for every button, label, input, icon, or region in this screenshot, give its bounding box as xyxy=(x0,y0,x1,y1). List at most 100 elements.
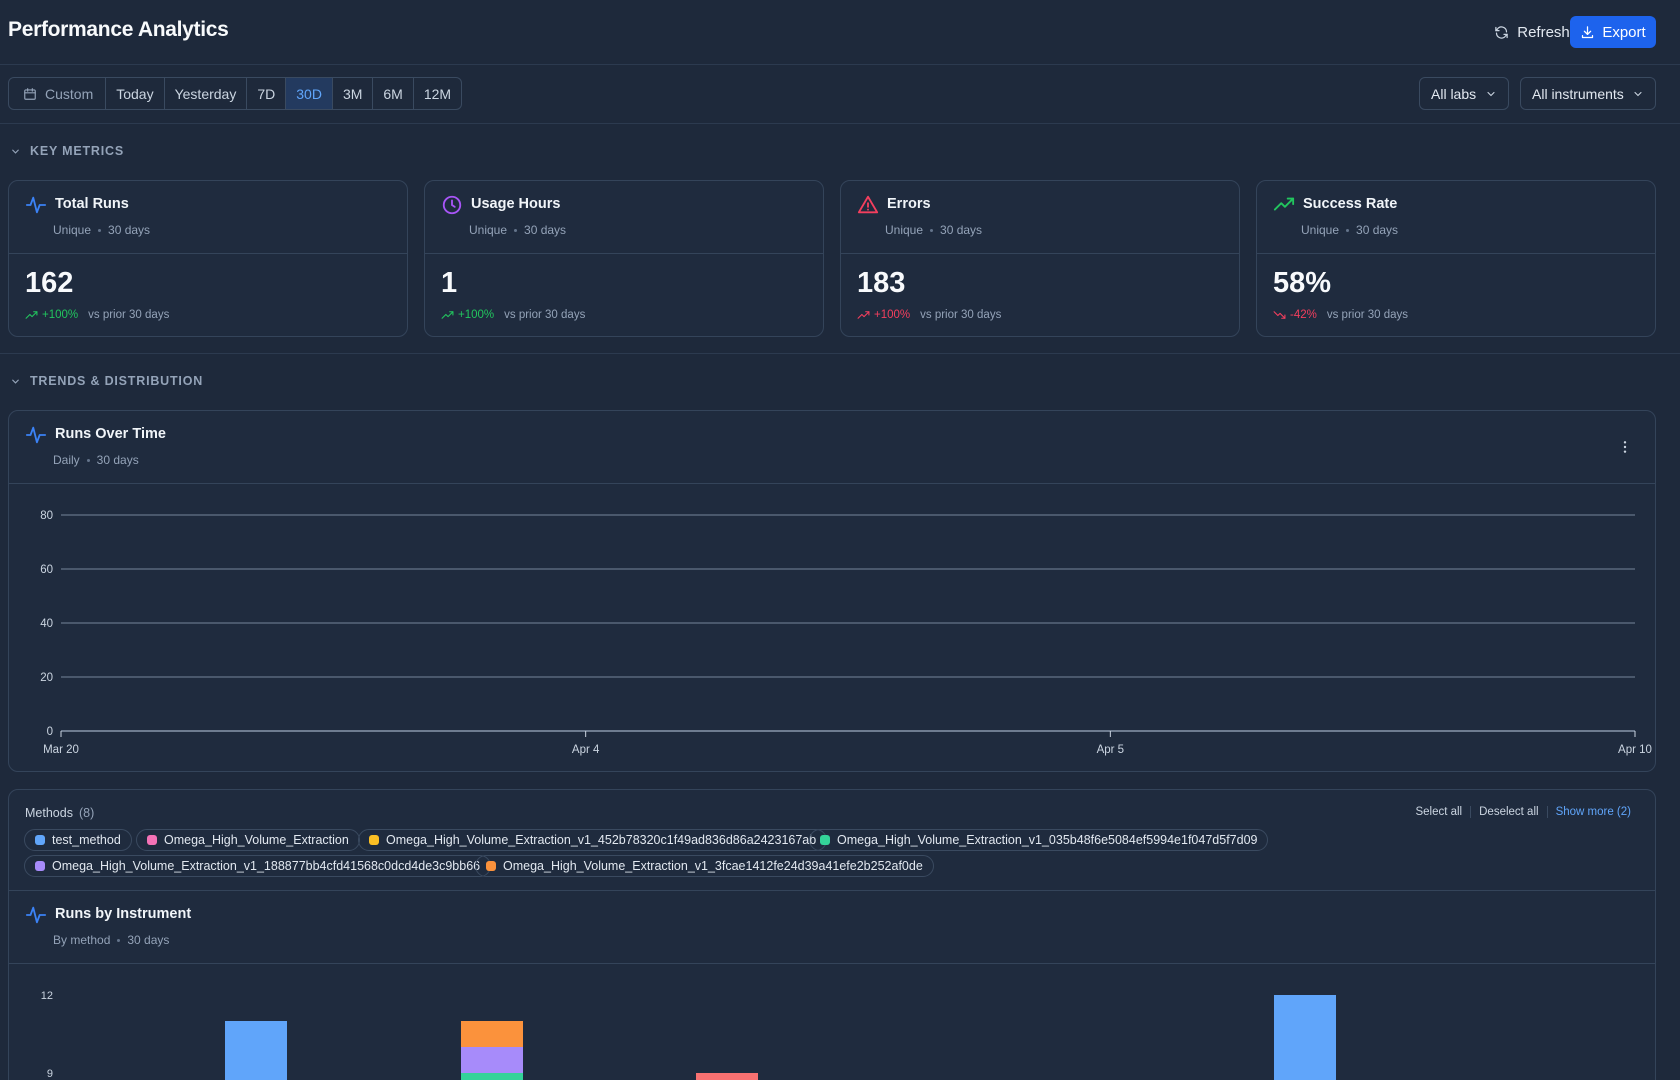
bar-segment xyxy=(461,1021,523,1047)
chart-title: Runs Over Time xyxy=(55,426,166,442)
y-tick-label: 60 xyxy=(40,564,53,576)
methods-panel: Methods (8) Select all Deselect all Show … xyxy=(8,789,1656,1080)
range-today-button[interactable]: Today xyxy=(106,78,165,109)
trend-up-icon xyxy=(441,311,454,319)
key-metrics-heading: KEY METRICS xyxy=(30,144,124,158)
x-tick-label: Mar 20 xyxy=(43,744,79,756)
refresh-button[interactable]: Refresh xyxy=(1480,16,1584,48)
activity-icon xyxy=(25,426,47,444)
trending-up-icon xyxy=(1273,197,1295,211)
chevron-down-icon xyxy=(1634,91,1642,96)
method-chip[interactable]: Omega_High_Volume_Extraction_v1_3fcae141… xyxy=(475,855,934,877)
trend-down-icon xyxy=(1273,311,1286,319)
range-7d-button[interactable]: 7D xyxy=(247,78,287,109)
trends-toggle[interactable]: TRENDS & DISTRIBUTION xyxy=(10,374,203,388)
key-metrics-toggle[interactable]: KEY METRICS xyxy=(10,144,124,158)
range-custom-button[interactable]: Custom xyxy=(9,78,107,109)
chevron-down-icon xyxy=(1487,91,1495,96)
method-chip[interactable]: Omega_High_Volume_Extraction_v1_188877bb… xyxy=(24,855,492,877)
methods-actions: Select all Deselect all Show more (2) xyxy=(1407,806,1631,818)
labs-select-value: All labs xyxy=(1431,85,1477,102)
method-chip[interactable]: Omega_High_Volume_Extraction_v1_035b48f6… xyxy=(809,829,1269,851)
metric-value: 58% xyxy=(1273,267,1332,299)
chart-subtitle: Daily 30 days xyxy=(53,453,139,467)
chart-title: Runs by Instrument xyxy=(55,906,192,922)
deselect-all-button[interactable]: Deselect all xyxy=(1471,806,1548,818)
section-divider xyxy=(0,353,1680,354)
method-chip[interactable]: Omega_High_Volume_Extraction_v1_452b7832… xyxy=(358,829,828,851)
refresh-label: Refresh xyxy=(1517,23,1570,41)
chevron-down-icon xyxy=(12,149,19,154)
method-chip[interactable]: Omega_High_Volume_Extraction xyxy=(136,829,360,851)
method-swatch xyxy=(820,835,830,845)
metric-title: Total Runs xyxy=(55,196,129,212)
runs-by-instrument-header: Runs by Instrument By method 30 days xyxy=(9,891,1655,964)
trend-up-icon xyxy=(857,311,870,319)
filter-bar: Custom Today Yesterday 7D 30D 3M 6M 12M … xyxy=(0,65,1680,124)
x-tick-label: Apr 5 xyxy=(1097,744,1125,756)
select-all-button[interactable]: Select all xyxy=(1407,806,1472,818)
metric-delta: +100% vs prior 30 days xyxy=(441,309,585,321)
method-swatch xyxy=(35,861,45,871)
export-button[interactable]: Export xyxy=(1570,16,1656,48)
range-12m-button[interactable]: 12M xyxy=(423,85,452,102)
y-tick-label: 12 xyxy=(41,990,53,1002)
metric-card-success-rate: Success Rate Unique 30 days 58% -42% vs p… xyxy=(1256,180,1656,337)
method-swatch xyxy=(147,835,157,845)
labs-select[interactable]: All labs xyxy=(1419,77,1509,110)
metric-delta: +100% vs prior 30 days xyxy=(25,309,169,321)
date-range-group: Custom Today Yesterday 7D 30D 3M 6M 12M xyxy=(8,77,463,110)
method-chip[interactable]: test_method xyxy=(24,829,132,851)
metric-card-total-runs: Total Runs Unique 30 days 162 +100% vs pr… xyxy=(8,180,408,337)
range-6m-button[interactable]: 6M xyxy=(373,78,414,109)
calendar-icon xyxy=(24,87,36,100)
show-more-button[interactable]: Show more (2) xyxy=(1555,806,1631,818)
bar-segment xyxy=(696,1073,758,1080)
trend-up-icon xyxy=(25,311,38,319)
export-label: Export xyxy=(1602,23,1646,41)
range-30d-button[interactable]: 30D xyxy=(286,78,333,109)
methods-label: Methods (8) xyxy=(25,806,95,820)
instruments-select[interactable]: All instruments xyxy=(1520,77,1656,110)
clock-icon xyxy=(442,195,462,215)
method-swatch xyxy=(35,835,45,845)
metric-value: 1 xyxy=(441,267,458,299)
alert-triangle-icon xyxy=(857,195,879,214)
range-3m-button[interactable]: 3M xyxy=(333,78,374,109)
methods-divider xyxy=(9,890,1655,891)
x-tick-label: Apr 4 xyxy=(572,744,600,756)
activity-icon xyxy=(25,906,47,924)
metric-delta: -42% vs prior 30 days xyxy=(1273,309,1408,321)
range-yesterday-button[interactable]: Yesterday xyxy=(165,78,248,109)
chevron-down-icon xyxy=(12,379,19,384)
runs-over-time-panel: Runs Over Time Daily 30 days 0 20 40 60 80 Mar… xyxy=(8,410,1656,772)
more-vertical-icon[interactable] xyxy=(1617,439,1633,455)
method-swatch xyxy=(486,861,496,871)
chart-subtitle: By method 30 days xyxy=(53,933,170,947)
bar-segment xyxy=(461,1073,523,1080)
metric-delta: +100% vs prior 30 days xyxy=(857,309,1001,321)
runs-by-instrument-chart: 9 12 xyxy=(41,990,1336,1080)
y-tick-label: 40 xyxy=(40,618,53,630)
y-tick-label: 0 xyxy=(47,726,53,738)
bar-segment xyxy=(461,1047,523,1073)
metric-subtitle: Unique 30 days xyxy=(469,223,567,237)
x-tick-label: Apr 10 xyxy=(1618,744,1652,756)
bar-segment xyxy=(225,1021,287,1080)
trends-heading: TRENDS & DISTRIBUTION xyxy=(30,374,204,388)
y-tick-label: 20 xyxy=(40,672,53,684)
download-icon xyxy=(1582,25,1594,38)
range-custom-label: Custom xyxy=(45,85,94,102)
y-tick-label: 80 xyxy=(40,510,53,522)
metric-value: 162 xyxy=(25,267,74,299)
metric-title: Usage Hours xyxy=(471,196,561,212)
page-header: Performance Analytics Refresh Export xyxy=(0,0,1680,65)
metric-subtitle: Unique 30 days xyxy=(53,223,151,237)
metric-subtitle: Unique 30 days xyxy=(885,223,983,237)
y-tick-label: 9 xyxy=(47,1068,53,1080)
metric-card-usage-hours: Usage Hours Unique 30 days 1 +100% vs pri… xyxy=(424,180,824,337)
metric-title: Errors xyxy=(887,196,931,212)
instruments-select-value: All instruments xyxy=(1532,85,1624,102)
refresh-icon xyxy=(1495,25,1508,39)
page-title: Performance Analytics xyxy=(8,18,229,41)
